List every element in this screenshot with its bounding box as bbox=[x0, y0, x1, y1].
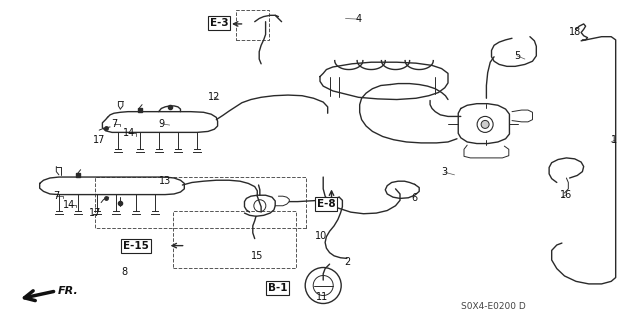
Text: 3: 3 bbox=[442, 167, 448, 177]
Circle shape bbox=[481, 120, 489, 129]
Text: E-3: E-3 bbox=[210, 18, 228, 28]
Text: 15: 15 bbox=[251, 251, 264, 261]
Text: 9: 9 bbox=[158, 119, 164, 129]
Text: S0X4-E0200 D: S0X4-E0200 D bbox=[461, 302, 525, 311]
Text: FR.: FR. bbox=[58, 286, 78, 296]
Text: 16: 16 bbox=[559, 190, 572, 200]
Text: 17: 17 bbox=[93, 135, 106, 145]
Text: 4: 4 bbox=[355, 14, 362, 24]
Text: 1: 1 bbox=[611, 135, 618, 145]
Text: 7: 7 bbox=[111, 119, 117, 129]
Text: 18: 18 bbox=[568, 27, 581, 37]
Text: 5: 5 bbox=[514, 51, 520, 61]
Text: 14: 14 bbox=[63, 200, 76, 210]
Text: 10: 10 bbox=[315, 231, 328, 241]
Text: 8: 8 bbox=[121, 267, 127, 277]
Text: 11: 11 bbox=[316, 292, 329, 302]
Text: 14: 14 bbox=[123, 128, 136, 138]
Text: B-1: B-1 bbox=[268, 283, 287, 293]
Text: E-15: E-15 bbox=[123, 241, 148, 251]
Text: 6: 6 bbox=[412, 193, 418, 203]
Bar bbox=[236, 10, 269, 40]
Text: 7: 7 bbox=[53, 191, 60, 201]
Text: 12: 12 bbox=[208, 92, 221, 102]
Text: 17: 17 bbox=[88, 208, 101, 218]
Bar bbox=[173, 211, 296, 268]
Text: 2: 2 bbox=[344, 256, 350, 267]
Text: 13: 13 bbox=[159, 176, 172, 186]
Bar bbox=[95, 177, 306, 228]
Text: E-8: E-8 bbox=[317, 199, 335, 209]
